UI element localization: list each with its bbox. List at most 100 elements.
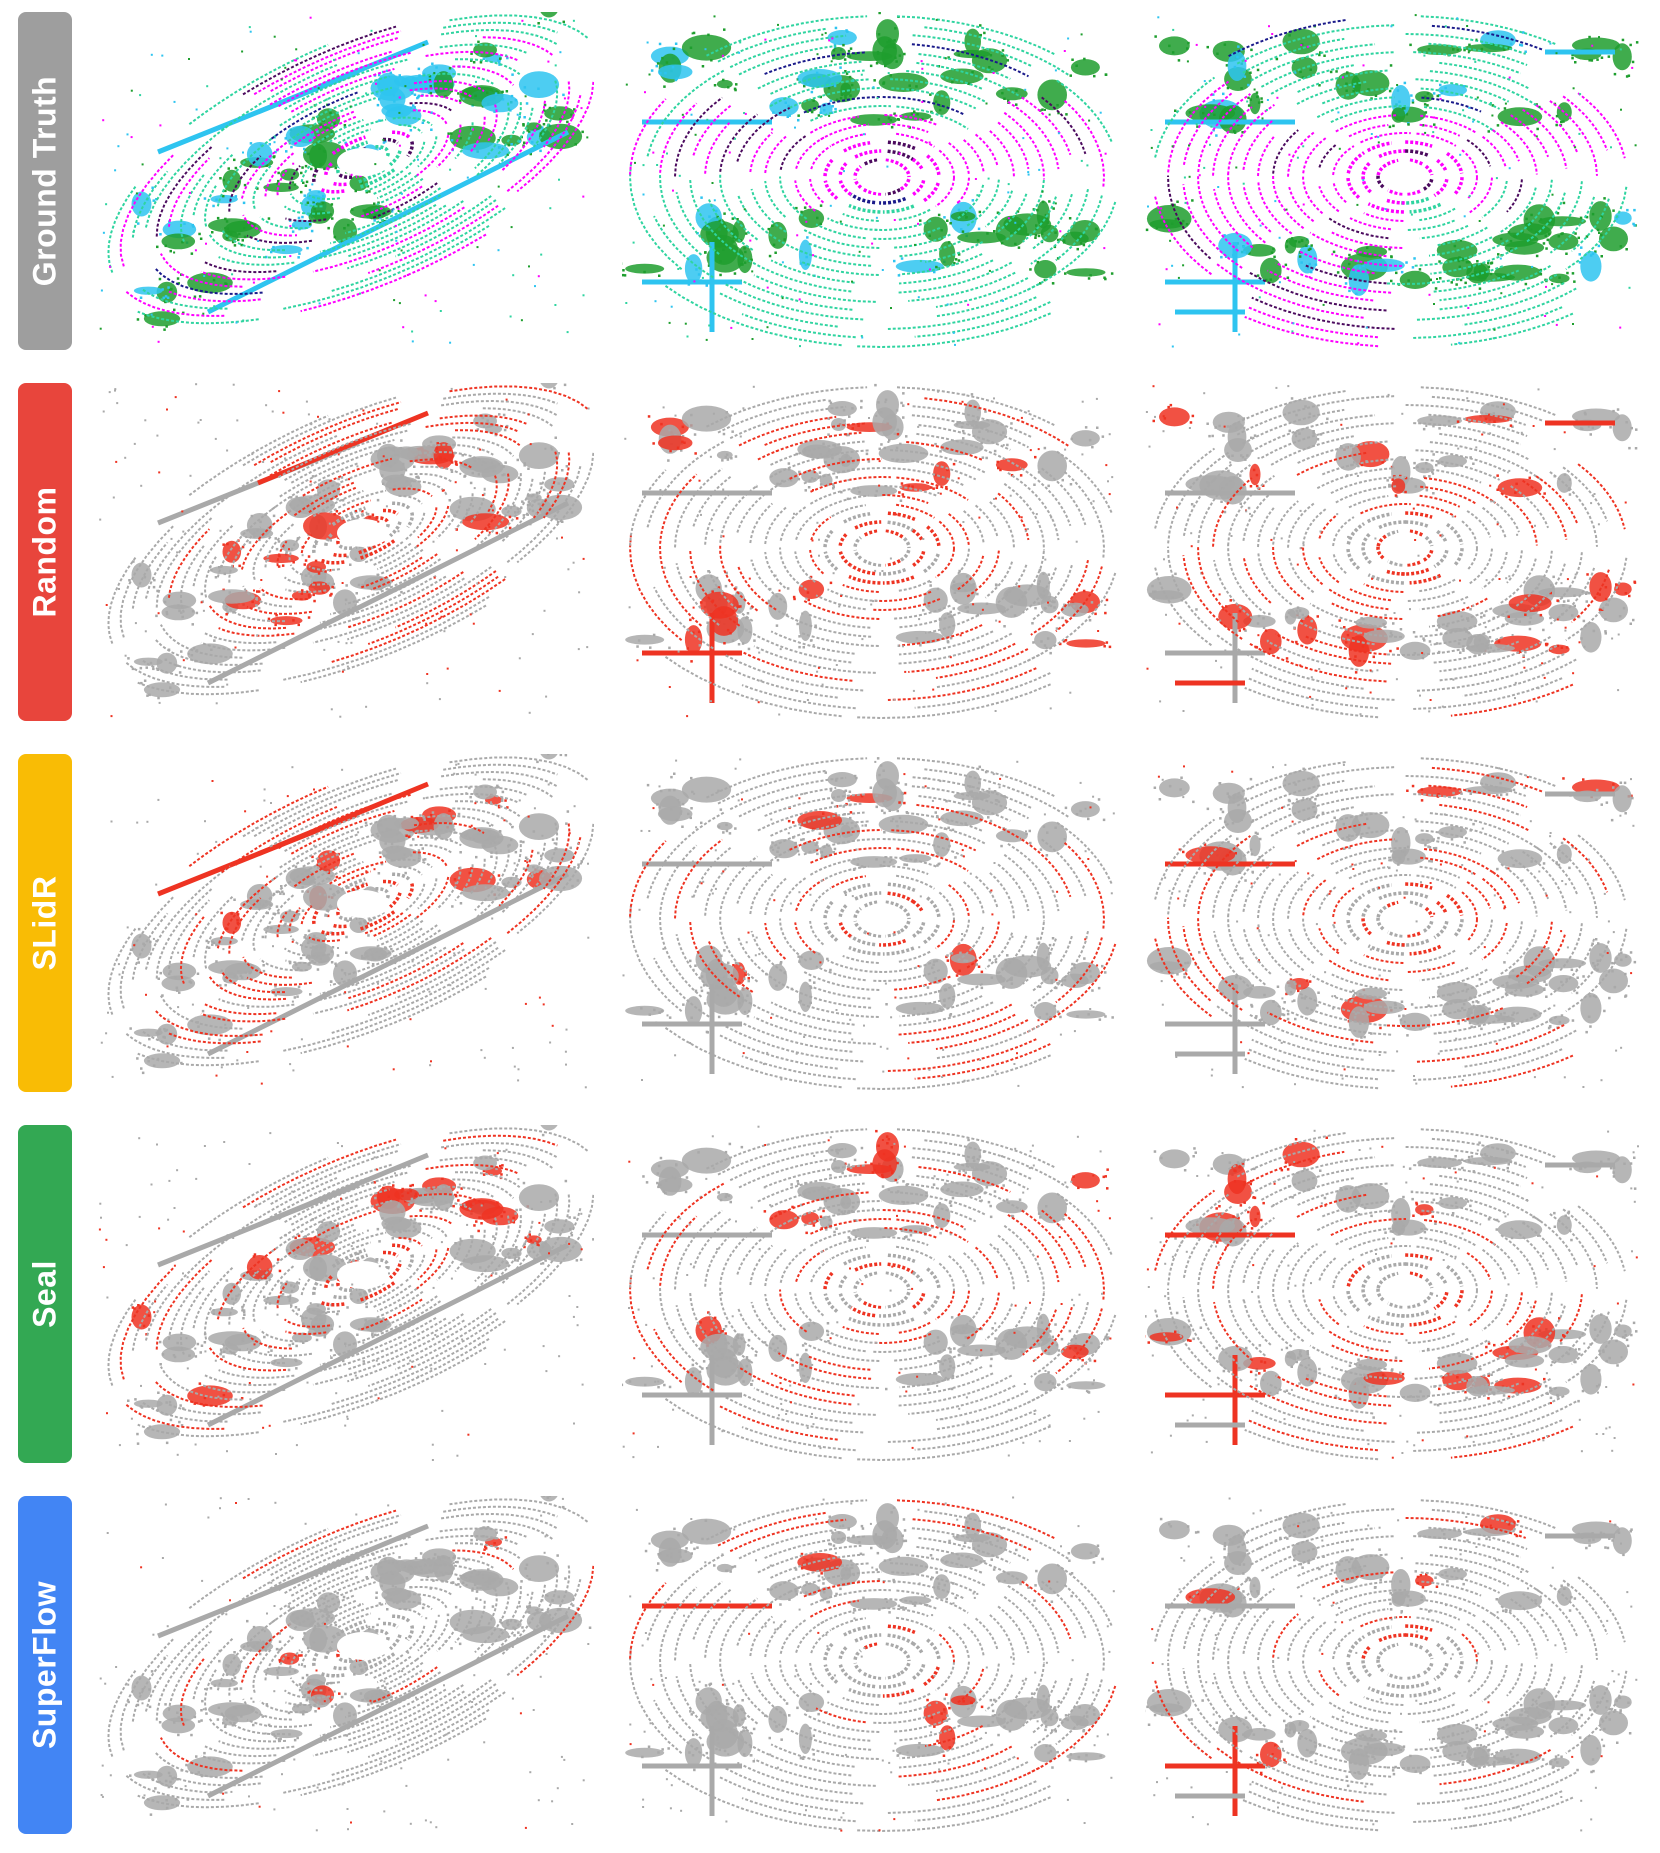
point — [301, 215, 304, 219]
point — [667, 459, 670, 462]
point — [993, 498, 995, 500]
point — [483, 1056, 486, 1059]
point — [840, 490, 843, 494]
point — [298, 1683, 302, 1686]
scan-ring — [412, 109, 449, 126]
point — [174, 396, 177, 399]
pointcloud-canvas — [98, 1125, 594, 1461]
point — [393, 955, 396, 958]
scan-ring — [331, 1619, 366, 1640]
scan-ring — [916, 61, 1022, 98]
point — [499, 57, 502, 60]
point — [177, 282, 180, 285]
point — [580, 1248, 583, 1251]
point — [708, 215, 711, 218]
point — [723, 212, 726, 215]
point — [389, 465, 392, 468]
point — [303, 147, 306, 151]
point — [957, 53, 960, 57]
point — [421, 1606, 425, 1610]
scan-ring — [279, 446, 390, 498]
point — [848, 415, 851, 418]
point — [877, 118, 881, 121]
scan-ring — [287, 1210, 376, 1255]
scan-ring — [167, 528, 211, 598]
point — [242, 201, 246, 205]
point — [291, 1190, 294, 1193]
scan-ring — [803, 96, 882, 114]
scan-ring — [887, 296, 1037, 330]
point — [500, 1173, 503, 1176]
point — [295, 48, 298, 51]
point — [186, 1798, 190, 1801]
point — [348, 1259, 352, 1262]
point — [215, 702, 218, 705]
point — [507, 143, 511, 147]
point — [542, 1003, 545, 1006]
scan-ring — [532, 451, 559, 519]
point — [809, 1001, 812, 1005]
point — [373, 1156, 376, 1159]
point — [510, 226, 513, 229]
point — [289, 1635, 292, 1638]
point — [905, 435, 908, 438]
point — [736, 615, 739, 618]
point — [538, 996, 541, 999]
point — [429, 1210, 433, 1214]
point — [911, 485, 914, 488]
point — [505, 884, 508, 887]
point — [394, 224, 397, 227]
scan-ring — [216, 1618, 277, 1691]
point — [522, 867, 526, 870]
point — [201, 1579, 204, 1582]
point — [320, 1681, 323, 1684]
point — [199, 237, 203, 240]
point — [377, 1397, 380, 1400]
point — [579, 1258, 583, 1261]
point — [1056, 1010, 1060, 1013]
point — [306, 1381, 309, 1384]
point — [310, 167, 313, 171]
point — [132, 560, 135, 563]
point — [337, 852, 340, 856]
point — [424, 1819, 427, 1822]
point — [178, 609, 181, 613]
point — [317, 483, 321, 486]
scan-ring — [300, 534, 313, 554]
point — [744, 973, 747, 976]
point — [921, 117, 924, 121]
point — [231, 1297, 234, 1300]
point-cluster — [187, 1385, 233, 1407]
point — [156, 589, 159, 593]
point — [957, 208, 961, 212]
point — [278, 1658, 281, 1662]
point — [392, 1184, 395, 1187]
scan-ring — [420, 465, 462, 476]
point — [928, 234, 931, 237]
scan-ring — [422, 1556, 494, 1569]
point — [410, 1197, 414, 1201]
scan-ring — [1021, 467, 1072, 527]
point — [700, 196, 703, 199]
point — [115, 1666, 118, 1668]
scan-ring — [252, 1276, 273, 1322]
point — [893, 219, 896, 221]
point — [278, 1660, 282, 1663]
point — [330, 950, 333, 953]
point — [300, 592, 304, 595]
point — [933, 828, 936, 832]
point — [247, 905, 250, 908]
point — [511, 1645, 514, 1648]
point — [695, 268, 698, 271]
point — [459, 902, 463, 905]
point — [877, 33, 881, 36]
scan-ring — [474, 1586, 510, 1654]
scan-ring — [285, 217, 327, 222]
point — [450, 1204, 453, 1208]
point — [666, 152, 668, 155]
scan-ring — [740, 650, 853, 682]
point — [850, 833, 853, 836]
point — [416, 96, 419, 100]
point — [582, 294, 585, 297]
point — [842, 408, 846, 412]
